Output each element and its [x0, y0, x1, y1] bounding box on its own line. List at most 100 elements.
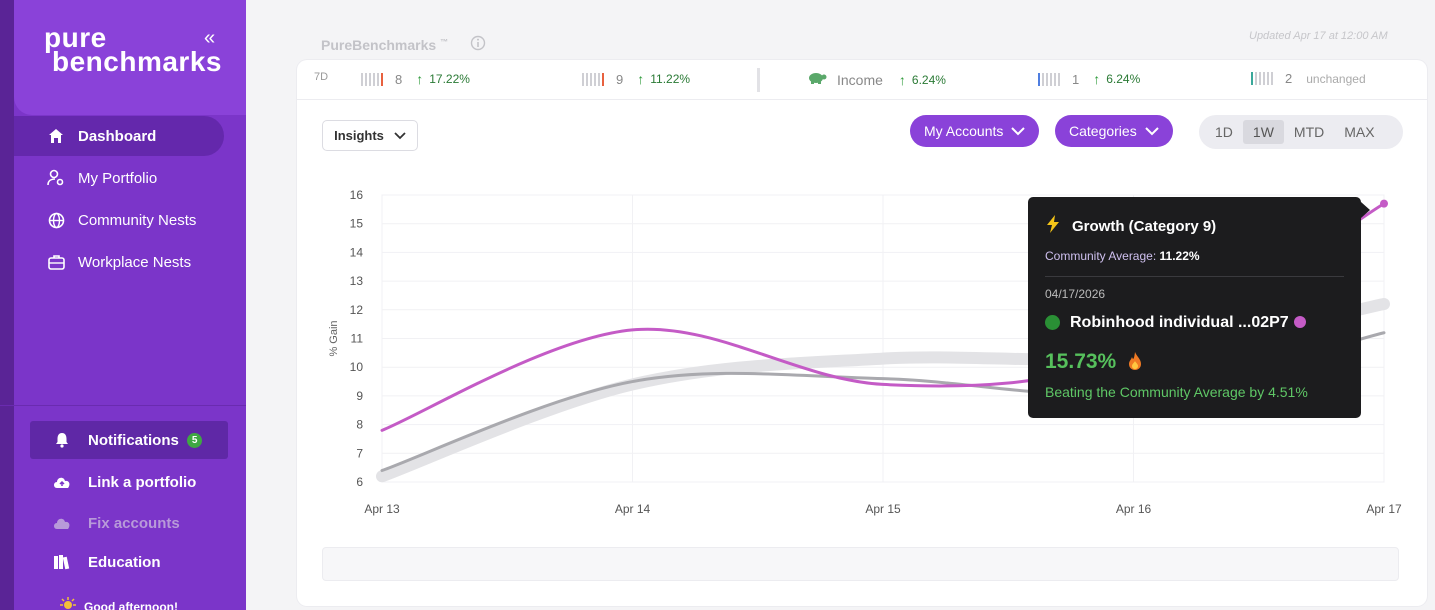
lightning-icon [1045, 215, 1061, 238]
sidebar-edge [0, 0, 14, 610]
page-title-text: PureBenchmarks [321, 37, 437, 53]
sparkbar-icon [582, 72, 604, 86]
my-accounts-dropdown[interactable]: My Accounts [910, 115, 1040, 147]
ticker-change: 6.24% [1106, 72, 1141, 86]
link-portfolio-button[interactable]: Link a portfolio [30, 463, 196, 501]
collapse-sidebar-button[interactable]: « [204, 27, 216, 49]
sparkbar-icon [361, 72, 383, 86]
range-1w[interactable]: 1W [1242, 120, 1284, 144]
brand-logo-line1: pure [44, 22, 107, 53]
brand-logo-line2: benchmarks [52, 46, 222, 77]
ticker-change: 17.22% [429, 72, 470, 86]
ticker-item[interactable]: 9 ↑ 11.22% [582, 71, 690, 87]
sidebar-item-community-nests[interactable]: Community Nests [14, 200, 196, 240]
sparkbar-icon [1251, 72, 1273, 85]
books-icon [52, 554, 72, 570]
brand-box [14, 0, 246, 115]
sidebar-item-workplace-nests[interactable]: Workplace Nests [14, 242, 191, 282]
avg-value: 11.22% [1159, 249, 1200, 263]
updated-timestamp: Updated Apr 17 at 12:00 AM [1249, 30, 1388, 42]
categories-dropdown[interactable]: Categories [1055, 115, 1173, 147]
avg-label: Community Average: [1045, 249, 1157, 263]
chevron-down-icon [1011, 123, 1026, 139]
sun-icon [60, 597, 76, 610]
y-tick-label: 8 [356, 418, 363, 432]
y-tick-label: 9 [356, 389, 363, 403]
y-tick-label: 11 [351, 332, 364, 346]
y-tick-label: 6 [356, 475, 363, 489]
greeting: Good afternoon! [60, 597, 178, 610]
cloud-icon [52, 516, 72, 530]
tooltip-title: Growth (Category 9) [1072, 218, 1217, 235]
x-tick-label: Apr 15 [865, 502, 901, 516]
my-accounts-label: My Accounts [924, 123, 1004, 139]
sidebar-divider [0, 405, 246, 406]
ticker-item[interactable]: 2 unchanged [1251, 71, 1366, 86]
bell-icon [52, 432, 72, 448]
sidebar-item-label: Dashboard [78, 127, 157, 145]
tooltip-account: Robinhood individual ...02P7 [1070, 314, 1289, 331]
trademark: ™ [440, 37, 449, 47]
arrow-up-icon: ↑ [1093, 71, 1101, 87]
series-color-dot [1294, 316, 1306, 328]
chevron-down-icon [394, 128, 406, 143]
notifications-button[interactable]: Notifications 5 [30, 421, 228, 459]
fix-accounts-button[interactable]: Fix accounts [30, 504, 180, 542]
arrow-up-icon: ↑ [637, 71, 645, 87]
insights-label: Insights [334, 128, 384, 143]
fix-accounts-label: Fix accounts [88, 514, 180, 532]
chart-legend [322, 547, 1399, 581]
link-portfolio-label: Link a portfolio [88, 473, 197, 491]
sparkbar-icon [1038, 72, 1060, 86]
tooltip-divider [1045, 276, 1344, 277]
tooltip-beating-text: Beating the Community Average by 4.51% [1045, 384, 1308, 400]
cloud-upload-icon [52, 475, 72, 489]
sidebar-item-label: Community Nests [78, 211, 197, 229]
tooltip-date: 04/17/2026 [1045, 287, 1106, 301]
sidebar-item-dashboard[interactable]: Dashboard [14, 116, 224, 156]
ticker-label: Income [837, 71, 883, 88]
y-tick-label: 16 [350, 188, 364, 202]
ticker-label: 8 [395, 71, 403, 87]
globe-icon [46, 210, 66, 230]
tooltip-pointer [1361, 202, 1370, 218]
range-mtd[interactable]: MTD [1293, 124, 1325, 140]
sidebar-item-label: Workplace Nests [78, 253, 192, 271]
ticker-item[interactable]: Income ↑ 6.24% [807, 71, 946, 88]
insights-dropdown[interactable]: Insights [322, 120, 418, 151]
ticker-bar: 7D 8 ↑ 17.22% 9 ↑ 11.22% Income ↑ 6.24% … [297, 60, 1427, 100]
x-tick-label: Apr 13 [364, 502, 400, 516]
range-1d[interactable]: 1D [1215, 124, 1233, 140]
data-point [1380, 199, 1388, 208]
notifications-badge: 5 [186, 432, 203, 448]
y-tick-label: 10 [350, 360, 364, 374]
user-gear-icon [46, 168, 66, 188]
y-tick-label: 7 [356, 446, 363, 460]
tooltip-value: 15.73% [1045, 350, 1117, 373]
home-icon [46, 126, 66, 146]
briefcase-icon [46, 252, 66, 272]
info-icon[interactable] [470, 35, 486, 56]
sidebar-item-my-portfolio[interactable]: My Portfolio [14, 158, 157, 198]
ticker-label: 9 [616, 71, 624, 87]
y-tick-label: 12 [350, 303, 364, 317]
arrow-up-icon: ↑ [898, 71, 906, 88]
ticker-item[interactable]: 1 ↑ 6.24% [1038, 71, 1140, 87]
ticker-item[interactable]: 8 ↑ 17.22% [361, 71, 470, 87]
ticker-label: 2 [1285, 71, 1293, 86]
range-max[interactable]: MAX [1344, 124, 1375, 140]
x-tick-label: Apr 16 [1116, 502, 1152, 516]
fire-icon [1128, 352, 1142, 375]
arrow-up-icon: ↑ [416, 71, 424, 87]
chart-tooltip: Growth (Category 9) Community Average: 1… [1028, 197, 1361, 418]
x-tick-label: Apr 17 [1366, 502, 1402, 516]
ticker-period: 7D [314, 71, 329, 83]
greeting-text: Good afternoon! [84, 599, 178, 610]
ticker-divider [757, 68, 760, 92]
education-button[interactable]: Education [30, 543, 161, 581]
turtle-icon [807, 71, 827, 88]
ticker-label: 1 [1072, 71, 1080, 87]
y-axis-label: % Gain [328, 320, 340, 356]
y-tick-label: 15 [350, 217, 364, 231]
tooltip-community-average: Community Average: 11.22% [1045, 249, 1200, 263]
